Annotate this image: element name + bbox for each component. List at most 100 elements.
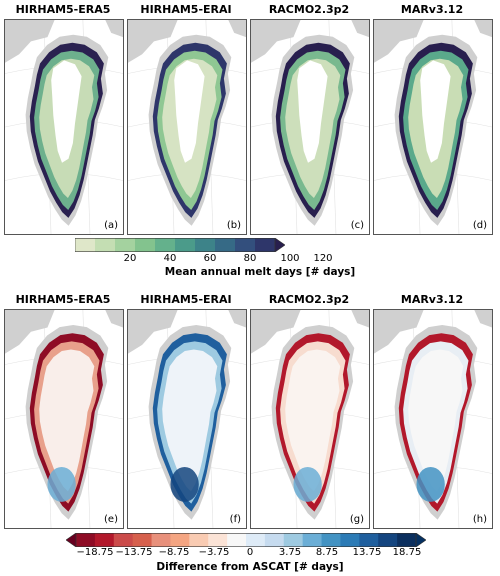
interior-no-melt [51,60,82,163]
panel-title-h: MARv3.12 [400,293,464,306]
neighbour-land [474,310,492,328]
colorbar-segment [215,238,236,252]
map-panel-f: (f) [127,309,247,529]
melt-inner-band [39,349,95,492]
cbar1-tick: 60 [203,253,217,264]
map-panel-e: (e) [4,309,124,529]
neighbour-land [5,310,55,354]
cbar1-tick: 20 [123,253,137,264]
neighbour-land [5,20,55,63]
colorbar-segment [195,238,216,252]
greenland-map-drawing [5,20,123,234]
southern-anomaly [170,466,199,502]
colorbar-segment [359,533,379,547]
colorbar-segment [397,533,417,547]
southern-anomaly [416,466,445,502]
colorbar-segment [235,238,256,252]
panel-label-g: (g) [349,514,364,525]
melt-inner-band [285,349,341,492]
colorbar-segment [302,533,323,547]
neighbour-land [374,20,424,63]
neighbour-land [251,20,301,63]
neighbour-land [351,310,369,328]
melt-days-colorbar-title: Mean annual melt days [# days] [164,266,356,278]
colorbar-segment [378,533,398,547]
map-panel-g: (g) [250,309,370,529]
neighbour-land [374,310,424,354]
panel-label-f: (f) [229,514,241,525]
cbar1-tick: 40 [163,253,177,264]
cbar1-tick: 120 [313,253,333,264]
cbar2-tick: −13.75 [115,547,153,558]
interior-no-melt [420,60,451,163]
greenland-map-drawing [251,310,369,528]
panel-label-a: (a) [104,220,118,231]
panel-title-g: RACMO2.3p2 [268,293,350,306]
colorbar-segment [264,533,285,547]
panel-title-f: HIRHAM5-ERAI [140,293,232,306]
cbar2-tick: 0 [246,547,254,558]
colorbar-segment [208,533,228,547]
southern-anomaly [293,466,322,502]
cbar2-tick: −8.75 [158,547,190,558]
colorbar-segment [227,533,247,547]
panel-label-b: (b) [226,220,241,231]
colorbar-frame [75,238,276,252]
neighbour-land [228,20,246,38]
panel-label-e: (e) [104,514,118,525]
colorbar-segment [151,533,171,547]
colorbar-segment [321,533,341,547]
colorbar-segment [283,533,304,547]
cbar2-tick: −3.75 [198,547,230,558]
neighbour-land [251,310,301,354]
interior-no-melt [297,60,328,163]
neighbour-land [105,310,123,328]
cbar2-tick: 3.75 [278,547,302,558]
panel-title-b: HIRHAM5-ERAI [140,3,232,16]
southern-anomaly [47,466,76,502]
cbar1-tick: 80 [243,253,257,264]
colorbar-segment [170,533,190,547]
melt-days-colorbar [75,238,285,252]
colorbar-segment [132,533,153,547]
colorbar-segment [155,238,176,252]
map-panel-c: (c) [250,19,370,235]
neighbour-land [474,20,492,38]
cbar2-tick: −18.75 [76,547,114,558]
cbar1-tick: 100 [280,253,300,264]
panel-label-c: (c) [350,220,364,231]
melt-inner-band [162,349,218,492]
panel-label-d: (d) [472,220,487,231]
panel-title-e: HIRHAM5-ERA5 [15,293,111,306]
colorbar-extend-high [415,533,426,547]
colorbar-segment [115,238,136,252]
map-panel-a: (a) [4,19,124,235]
cbar2-tick: 13.75 [352,547,382,558]
panel-title-c: RACMO2.3p2 [268,3,350,16]
panel-label-h: (h) [472,514,487,525]
colorbar-frame [75,533,417,547]
colorbar-segment [95,238,116,252]
neighbour-land [228,310,246,328]
colorbar-segment [113,533,134,547]
colorbar-extend-high [274,238,285,252]
greenland-map-drawing [251,20,369,234]
neighbour-land [128,310,178,354]
colorbar-segment [76,533,96,547]
neighbour-land [128,20,178,63]
map-panel-h: (h) [373,309,493,529]
melt-inner-band [408,349,464,492]
greenland-map-drawing [374,310,492,528]
difference-colorbar [66,533,426,547]
colorbar-segment [75,238,96,252]
cbar2-tick: 18.75 [392,547,422,558]
greenland-map-drawing [128,310,246,528]
colorbar-segment [175,238,196,252]
difference-colorbar-title: Difference from ASCAT [# days] [156,561,344,573]
colorbar-segment [246,533,266,547]
colorbar-extend-low [66,533,77,547]
colorbar-segment [189,533,209,547]
interior-no-melt [174,60,205,163]
cbar2-tick: 8.75 [315,547,339,558]
greenland-map-drawing [374,20,492,234]
